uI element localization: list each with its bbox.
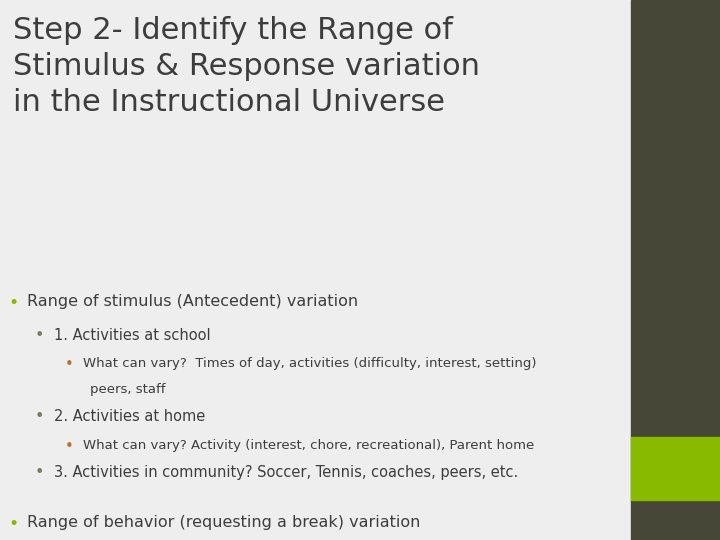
Text: 3. Activities in community? Soccer, Tennis, coaches, peers, etc.: 3. Activities in community? Soccer, Tenn…: [54, 465, 518, 480]
Text: •: •: [9, 294, 19, 312]
Text: Range of behavior (requesting a break) variation: Range of behavior (requesting a break) v…: [27, 515, 420, 530]
Text: Step 2- Identify the Range of
Stimulus & Response variation
in the Instructional: Step 2- Identify the Range of Stimulus &…: [13, 16, 480, 117]
Text: •: •: [35, 409, 44, 424]
Text: •: •: [65, 439, 73, 454]
Text: •: •: [35, 465, 44, 480]
Text: peers, staff: peers, staff: [90, 383, 166, 396]
Text: What can vary? Activity (interest, chore, recreational), Parent home: What can vary? Activity (interest, chore…: [83, 439, 534, 452]
Text: •: •: [9, 515, 19, 533]
Text: 2. Activities at home: 2. Activities at home: [54, 409, 205, 424]
Text: 1. Activities at school: 1. Activities at school: [54, 328, 211, 343]
Text: •: •: [35, 328, 44, 343]
Text: What can vary?  Times of day, activities (difficulty, interest, setting): What can vary? Times of day, activities …: [83, 357, 536, 370]
Text: •: •: [65, 357, 73, 373]
Text: Range of stimulus (Antecedent) variation: Range of stimulus (Antecedent) variation: [27, 294, 359, 309]
